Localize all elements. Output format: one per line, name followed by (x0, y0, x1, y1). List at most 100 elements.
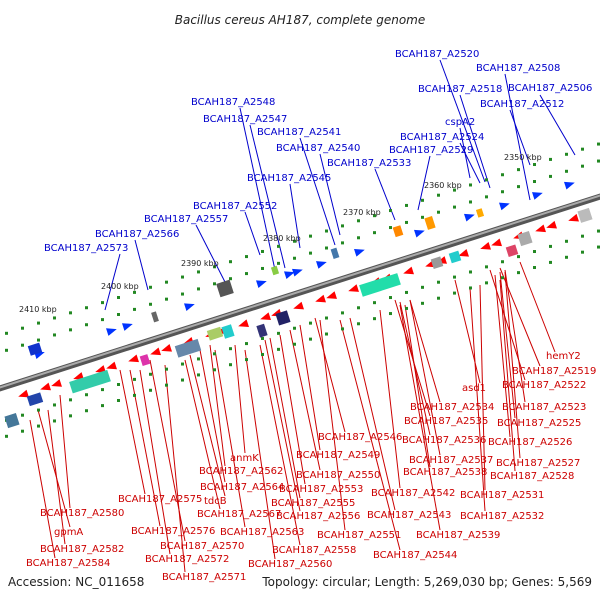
forward-gene-arrow (316, 261, 327, 269)
callout-line (134, 239, 149, 291)
forward-gene-arrow-shape (499, 202, 510, 211)
tick-mark (181, 292, 184, 296)
gene-label: BCAH187_A2541 (257, 127, 341, 138)
gene-label: BCAH187_A2519 (512, 366, 596, 377)
gene-label: BCAH187_A2584 (26, 558, 110, 569)
reverse-gene-arrow-shape (315, 294, 326, 303)
gene-label: BCAH187_A2536 (402, 435, 486, 446)
genome-backbone (0, 193, 600, 392)
gene-label: BCAH187_A2531 (460, 490, 544, 501)
tick-mark (309, 251, 312, 255)
reverse-gene-arrow (128, 354, 139, 363)
tick-mark (245, 255, 248, 259)
tick-mark (197, 357, 200, 361)
tick-mark (485, 281, 488, 285)
gene-block (448, 250, 462, 264)
tick-mark (421, 285, 424, 289)
gene-block (174, 338, 202, 358)
gene-label: BCAH187_A2518 (418, 84, 502, 95)
callout-line (199, 349, 226, 483)
gene-block (4, 413, 20, 429)
tick-mark (293, 342, 296, 346)
forward-gene-arrow-shape (292, 268, 303, 277)
tick-mark (325, 332, 328, 336)
tick-mark (581, 234, 584, 238)
gene-block (206, 326, 224, 341)
tick-mark (565, 239, 568, 243)
tick-mark (53, 333, 56, 337)
gene-block-shape (69, 369, 111, 394)
callout-line (299, 324, 321, 451)
gene-block (151, 311, 159, 323)
forward-gene-arrow (284, 271, 295, 280)
gene-block-shape (275, 310, 291, 326)
tick-mark (581, 250, 584, 254)
tick-mark (101, 301, 104, 305)
gene-block-shape (517, 231, 533, 247)
forward-gene-arrow-shape (354, 249, 365, 257)
reverse-gene-arrow-shape (546, 220, 557, 229)
tick-mark (453, 188, 456, 192)
gene-block-shape (359, 273, 401, 297)
tick-mark (389, 226, 392, 230)
callout-line (59, 394, 71, 509)
gene-block (270, 265, 280, 276)
tick-mark (181, 362, 184, 366)
gene-block-shape (27, 342, 43, 356)
tick-mark (485, 178, 488, 182)
gene-label: BCAH187_A2558 (272, 545, 356, 556)
gene-block-shape (151, 311, 159, 323)
reverse-gene-arrow-shape (51, 379, 62, 387)
callout-line (469, 287, 486, 512)
callout-line (249, 124, 286, 269)
tick-mark (437, 193, 440, 197)
gene-block-shape (424, 216, 436, 230)
upper-gene-labels: BCAH187_A2520 BCAH187_A2508 BCAH187_A251… (44, 49, 592, 254)
gene-label: BCAH187_A2576 (131, 526, 215, 537)
gene-block (139, 354, 151, 367)
callout-line (299, 137, 336, 246)
tick-mark (485, 195, 488, 199)
tick-mark (133, 393, 136, 397)
reverse-gene-arrow-shape (150, 347, 161, 356)
gene-label: BCAH187_A2537 (409, 455, 493, 466)
tick-mark (213, 282, 216, 286)
tick-mark (533, 180, 536, 184)
callout-line (439, 59, 486, 183)
tick-mark (437, 280, 440, 284)
tick-mark (357, 322, 360, 326)
gene-label: BCAH187_A2563 (220, 527, 304, 538)
tick-mark (405, 306, 408, 310)
gene-label: BCAH187_A2556 (276, 511, 360, 522)
genome-summary-text: Topology: circular; Length: 5,269,030 bp… (261, 575, 592, 589)
tick-mark (245, 342, 248, 346)
reverse-gene-arrow-shape (95, 365, 106, 373)
gene-label: gpmA (54, 527, 83, 538)
gene-block (275, 310, 291, 326)
tick-mark (245, 272, 248, 276)
gene-block-shape (430, 256, 444, 269)
reverse-gene-arrow (161, 344, 172, 352)
tick-mark (85, 393, 88, 397)
tick-mark (389, 312, 392, 316)
gene-label: BCAH187_A2567 (197, 509, 281, 520)
gene-label: BCAH187_A2570 (160, 541, 244, 552)
callout-line (509, 109, 531, 166)
reverse-gene-arrow-shape (40, 382, 51, 391)
tick-mark (21, 413, 24, 417)
gene-block (221, 324, 235, 339)
reverse-gene-arrow (18, 389, 29, 398)
tick-mark (181, 275, 184, 279)
tick-mark (533, 266, 536, 270)
tick-mark (165, 280, 168, 284)
tick-mark (165, 383, 168, 387)
callout-line (234, 344, 246, 454)
callout-line (29, 419, 56, 559)
reverse-gene-arrow-shape (326, 291, 337, 299)
gene-label: BCAH187_A2524 (400, 132, 484, 143)
tick-mark (373, 214, 376, 218)
callout-line (539, 94, 576, 156)
tick-mark (437, 296, 440, 300)
gene-label: BCAH187_A2582 (40, 544, 124, 555)
